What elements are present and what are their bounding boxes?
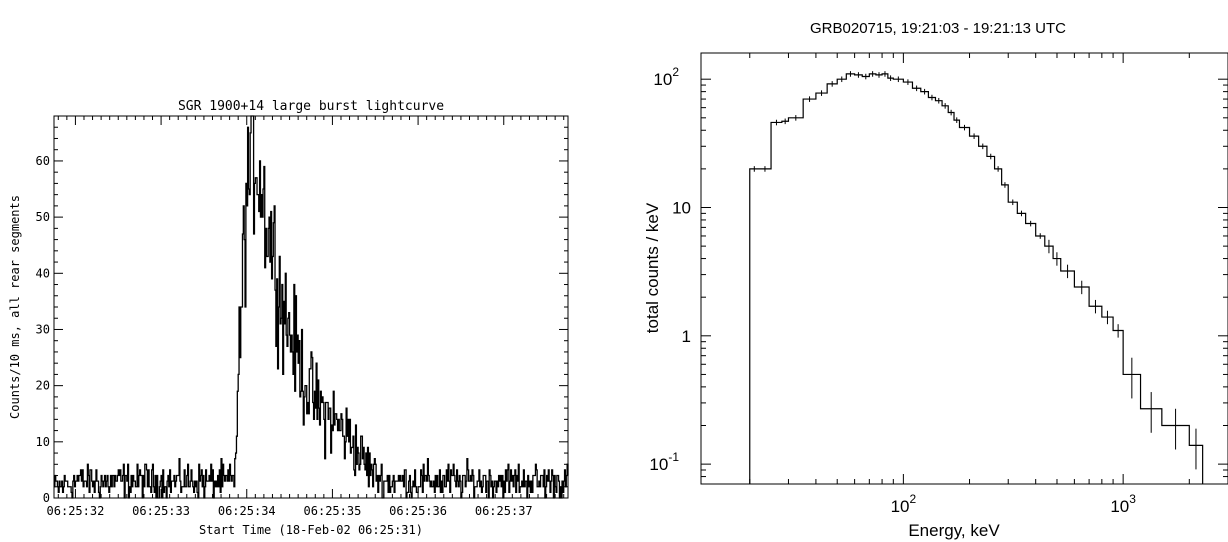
lightcurve-y-ticks: 0 10 20 30 40 50 60 xyxy=(36,126,568,505)
spectrum-x-tick-label: 103 xyxy=(1110,492,1136,516)
spectrum-y-ticks: 102 10 1 10-1 xyxy=(649,65,1228,485)
spectrum-x-ticks: 102 103 xyxy=(749,53,1228,516)
lightcurve-y-tick-label: 10 xyxy=(36,435,50,449)
lightcurve-series-line xyxy=(54,115,569,499)
spectrum-x-tick-label: 102 xyxy=(891,492,917,516)
spectrum-y-tick-label: 102 xyxy=(653,65,679,89)
lightcurve-x-tick-label: 06:25:35 xyxy=(304,504,362,518)
lightcurve-y-axis-label: Counts/10 ms, all rear segments xyxy=(8,195,22,419)
lightcurve-y-tick-label: 60 xyxy=(36,154,50,168)
lightcurve-x-tick-label: 06:25:37 xyxy=(475,504,533,518)
lightcurve-x-tick-label: 06:25:36 xyxy=(389,504,447,518)
lightcurve-y-tick-label: 50 xyxy=(36,210,50,224)
lightcurve-plot-frame xyxy=(53,115,569,499)
spectrum-y-tick-label: 10-1 xyxy=(649,450,679,474)
lightcurve-x-tick-label: 06:25:33 xyxy=(132,504,190,518)
spectrum-x-axis-label: Energy, keV xyxy=(908,521,1000,540)
lightcurve-y-tick-label: 40 xyxy=(36,266,50,280)
lightcurve-chart: SGR 1900+14 large burst lightcurve 06:25… xyxy=(8,99,569,537)
lightcurve-y-tick-label: 20 xyxy=(36,379,50,393)
lightcurve-x-axis-label: Start Time (18-Feb-02 06:25:31) xyxy=(199,523,423,537)
lightcurve-x-tick-label: 06:25:34 xyxy=(218,504,276,518)
spectrum-y-tick-label: 1 xyxy=(682,327,691,346)
spectrum-title: GRB020715, 19:21:03 - 19:21:13 UTC xyxy=(810,20,1066,37)
spectrum-y-tick-label: 10 xyxy=(672,199,691,218)
spectrum-series-line xyxy=(749,73,1204,484)
spectrum-error-bars xyxy=(753,71,1197,470)
lightcurve-title: SGR 1900+14 large burst lightcurve xyxy=(178,99,444,114)
lightcurve-x-tick-label: 06:25:32 xyxy=(47,504,105,518)
spectrum-y-axis-label: total counts / keV xyxy=(643,202,662,333)
lightcurve-x-ticks: 06:25:32 06:25:33 06:25:34 06:25:35 06:25:36… xyxy=(47,116,565,518)
lightcurve-y-tick-label: 0 xyxy=(43,491,50,505)
spectrum-chart: GRB020715, 19:21:03 - 19:21:13 UTC 102 10… xyxy=(643,20,1228,540)
lightcurve-y-tick-label: 30 xyxy=(36,322,50,336)
spectrum-plot-frame xyxy=(700,52,1228,485)
